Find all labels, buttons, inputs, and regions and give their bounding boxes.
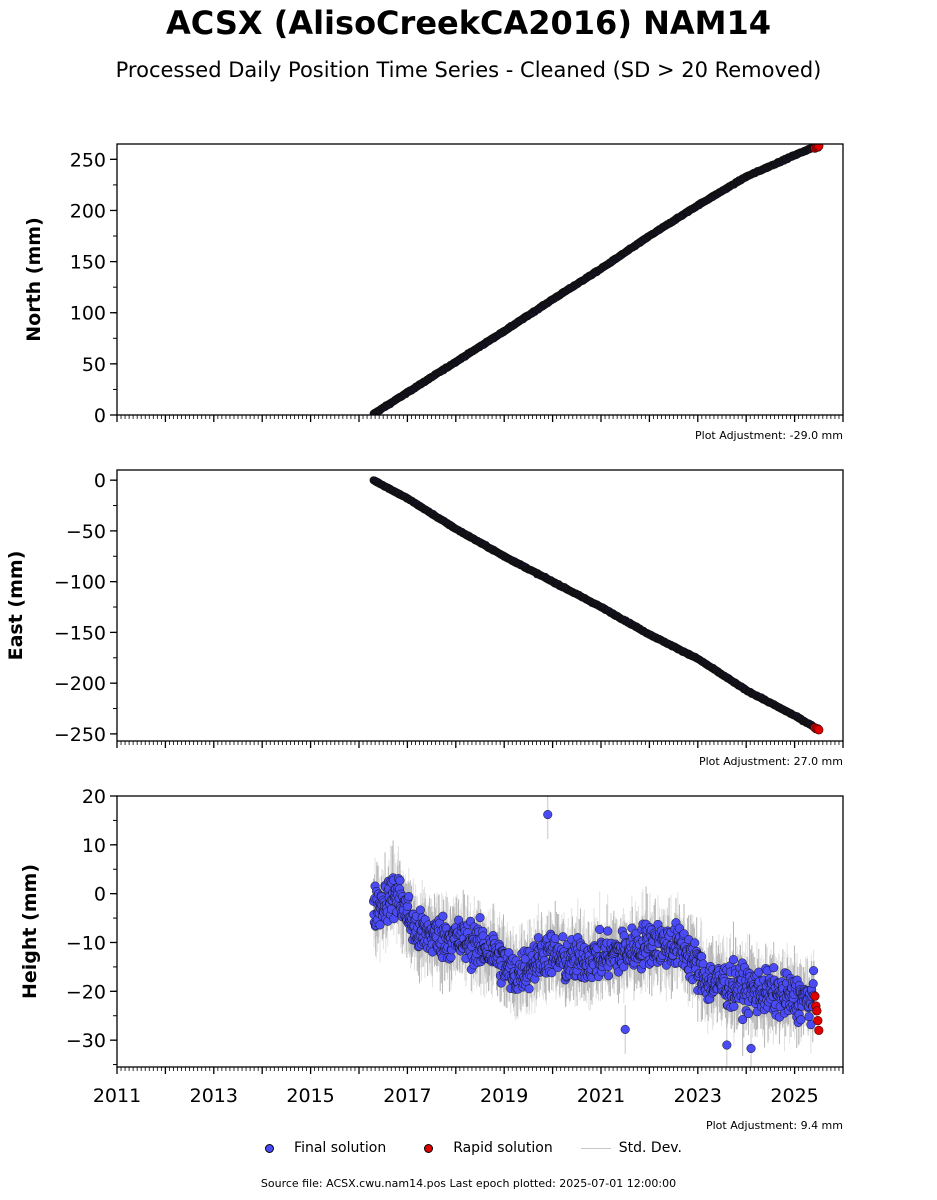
- final-solution-point: [438, 911, 448, 921]
- final-solution-point: [809, 966, 819, 976]
- rapid-solution-point: [812, 1006, 822, 1016]
- y-tick-label: 100: [70, 303, 106, 325]
- rapid-solution-point: [814, 1025, 824, 1035]
- final-solution-point: [375, 920, 385, 930]
- final-solution-point: [603, 926, 613, 936]
- plot-frame: [116, 469, 844, 742]
- final-solution-point: [690, 938, 700, 948]
- final-solution-point: [806, 1020, 816, 1030]
- y-tick-label: 250: [70, 149, 106, 171]
- y-tick-label: 50: [82, 354, 106, 376]
- y-axis-label: North (mm): [23, 217, 45, 342]
- final-solution-point: [475, 913, 485, 923]
- rapid-solution-point: [810, 991, 820, 1001]
- chart-panel-2: 0 −50 −100 −150 −200 −250 East (mm) Plot Adjust…: [5, 469, 844, 768]
- rapid-solution-point: [814, 144, 824, 151]
- y-tick-label: −10: [66, 932, 106, 954]
- final-solution-point: [595, 924, 605, 935]
- final-solution-point: [722, 1040, 732, 1050]
- page-title: ACSX (AlisoCreekCA2016) NAM14: [165, 4, 771, 42]
- final-solution-point: [524, 984, 534, 994]
- plot-adjustment-label: Plot Adjustment: -29.0 mm: [695, 429, 843, 442]
- final-solution-point: [746, 1043, 756, 1053]
- final-solution-point: [769, 963, 779, 973]
- y-tick-label: −20: [66, 981, 106, 1003]
- y-tick-label: 20: [82, 786, 106, 808]
- final-solution-point: [729, 1001, 739, 1012]
- final-solution-point: [558, 932, 568, 942]
- chart-panel-1: 0 50 100 150 200 250 North (mm) Plot Adjustment…: [23, 143, 844, 442]
- final-solution-point: [728, 955, 739, 965]
- final-solution-point: [543, 810, 553, 820]
- final-solution-point: [550, 933, 560, 944]
- data-layer: [369, 144, 824, 415]
- y-axis-label: East (mm): [5, 551, 27, 661]
- y-tick-label: 10: [82, 835, 106, 857]
- final-solution-point: [404, 892, 414, 902]
- rapid-solution-point: [814, 725, 824, 735]
- final-solution-point: [804, 1012, 814, 1022]
- y-tick-label: 150: [70, 252, 106, 274]
- final-solution-point: [415, 905, 425, 915]
- y-tick-label: 0: [94, 470, 106, 492]
- final-solution-point: [547, 968, 557, 978]
- y-tick-label: 200: [70, 200, 106, 222]
- y-tick-label: −100: [54, 572, 106, 594]
- rapid-solution-point: [813, 1016, 823, 1026]
- page-subtitle: Processed Daily Position Time Series - C…: [115, 58, 822, 82]
- y-tick-label: −50: [66, 521, 106, 543]
- y-tick-label: −30: [66, 1030, 106, 1052]
- final-solution-point: [796, 1015, 806, 1025]
- final-solution-point: [403, 901, 413, 911]
- final-solution-point: [738, 1015, 748, 1025]
- final-solution-point: [808, 979, 818, 989]
- y-tick-label: −150: [54, 622, 106, 644]
- final-solution-point: [533, 933, 543, 943]
- final-solution-point: [395, 875, 405, 886]
- data-layer: [369, 476, 824, 735]
- plot-adjustment-label: Plot Adjustment: 27.0 mm: [699, 755, 843, 768]
- final-solution-point: [620, 1024, 630, 1034]
- final-solution-point: [697, 952, 707, 962]
- y-tick-label: 0: [94, 884, 106, 906]
- final-solution-point: [743, 1009, 753, 1019]
- y-tick-label: −200: [54, 673, 106, 695]
- y-tick-label: 0: [94, 405, 106, 427]
- final-solution-point: [603, 971, 614, 981]
- y-tick-label: −250: [54, 724, 106, 746]
- data-layer: [368, 796, 824, 1067]
